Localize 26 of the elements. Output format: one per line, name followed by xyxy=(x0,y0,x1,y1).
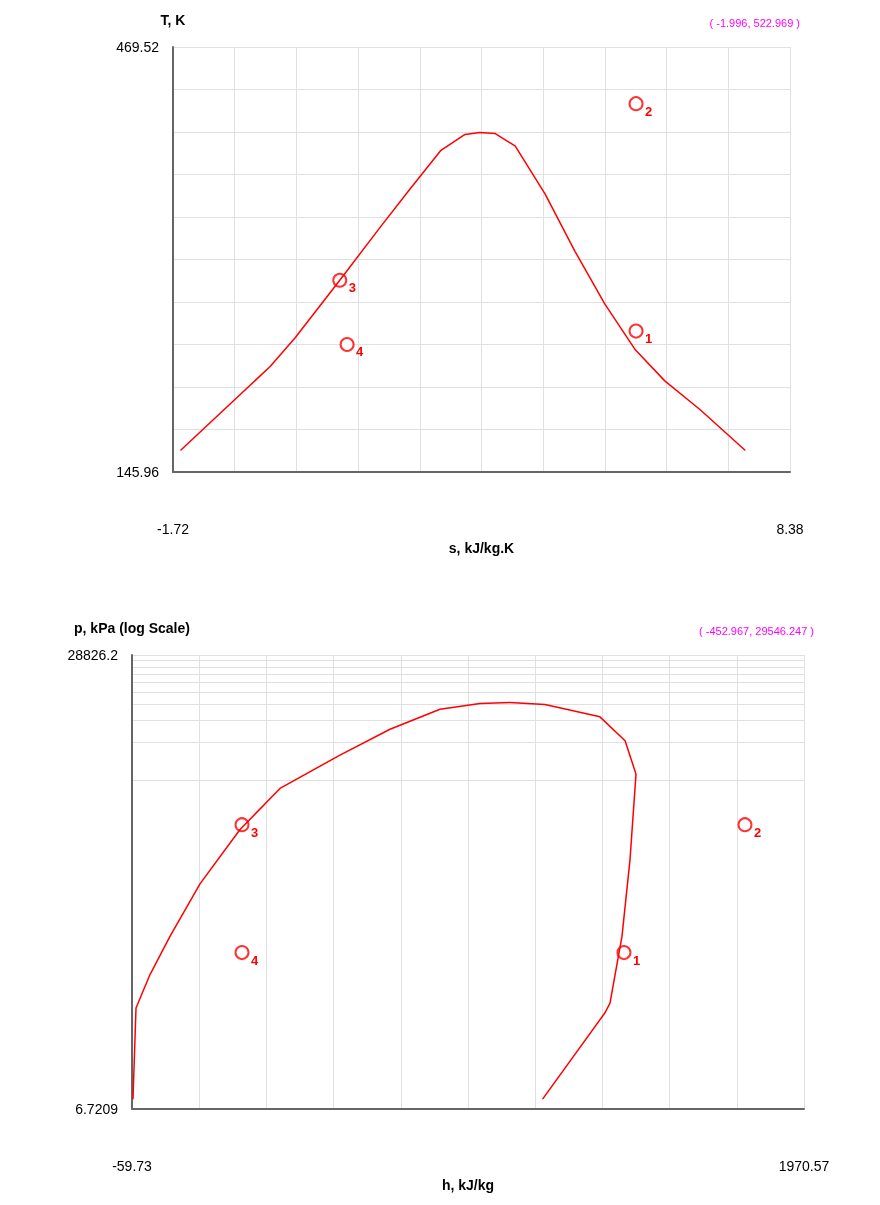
text: ( -452.967, 29546.247 ) xyxy=(699,624,815,637)
line-series xyxy=(180,131,746,451)
annotation: 4 xyxy=(356,344,365,360)
y-axis-title: T, K xyxy=(160,12,186,28)
y-tick-label: 469.52 xyxy=(116,39,160,55)
x-tick-label: 1970.57 xyxy=(778,1158,830,1175)
annotation: 2 xyxy=(753,824,762,840)
annotation: 2 xyxy=(645,103,653,119)
y-tick-label: 28826.2 xyxy=(67,647,119,663)
text: ( -1.996, 522.969 ) xyxy=(709,16,801,29)
point xyxy=(628,96,644,112)
y-axis-title: p, kPa (log Scale) xyxy=(74,620,190,636)
x-tick-label: -1.72 xyxy=(157,521,190,538)
annotation: 4 xyxy=(251,952,259,968)
annotation: 1 xyxy=(645,331,653,347)
point xyxy=(628,323,644,339)
y-tick-label: 145.96 xyxy=(116,464,160,481)
x-axis-title: s, kJ/kg.K xyxy=(448,540,515,556)
annotation: 1 xyxy=(632,952,641,968)
annotation: 3 xyxy=(251,824,259,840)
x-tick-label: -59.73 xyxy=(112,1158,153,1175)
y-tick-label: 6.7209 xyxy=(75,1101,119,1118)
x-tick-label: 8.38 xyxy=(776,521,804,538)
x-axis-title: h, kJ/kg xyxy=(441,1177,495,1193)
annotation: 3 xyxy=(348,280,357,296)
point xyxy=(339,336,355,352)
